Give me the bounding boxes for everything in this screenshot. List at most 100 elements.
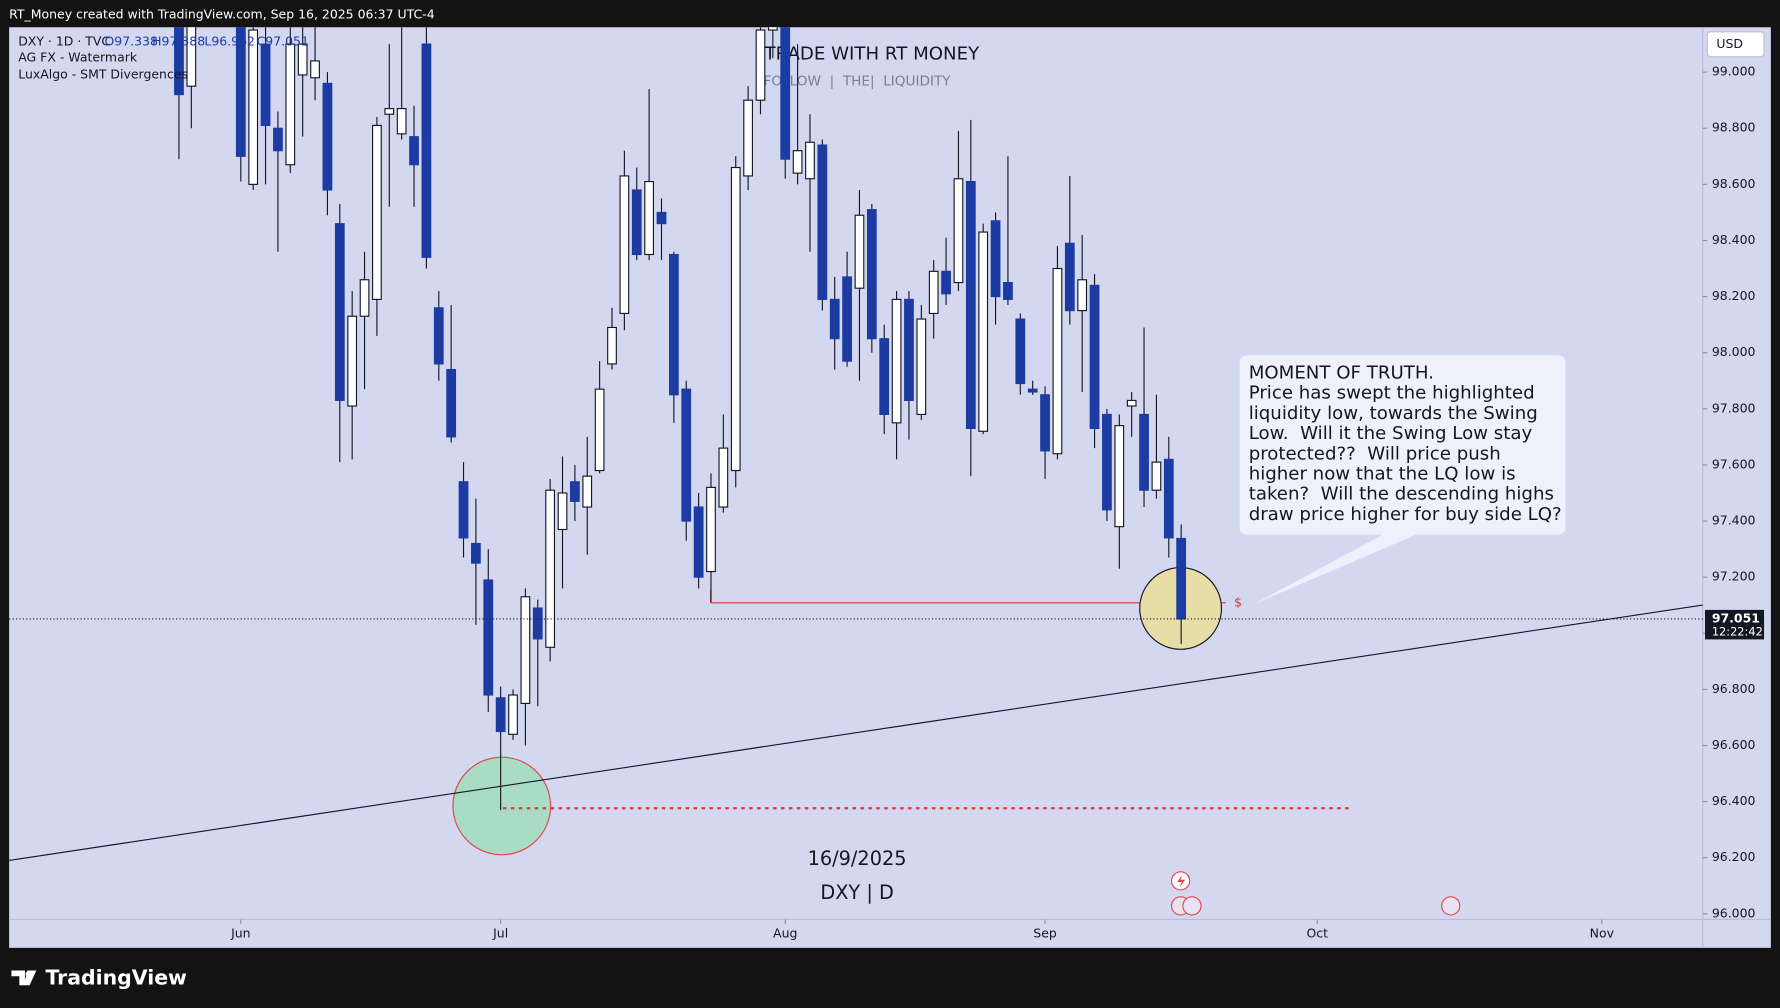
candle-body [1102,413,1112,511]
candle-body [260,43,271,127]
candle-body [297,43,308,76]
candle-body [384,108,395,115]
y-tick-label: 96.200 [1712,849,1756,864]
candle-body [656,211,667,225]
candle-body [767,27,778,31]
candle-body [235,27,246,157]
trend-line [9,604,1703,861]
event-icon-glyph [1177,875,1186,888]
legend-high: H97.388 [152,34,205,49]
watermark-symbol: DXY | D [820,881,893,904]
candle-body [1077,279,1088,312]
callout-box [1239,355,1566,535]
candle-body [866,209,877,340]
candle-body [1003,281,1013,300]
liquidity-marker: $ [1234,594,1242,609]
legend-symbol: DXY · 1D · TVC [18,34,110,49]
candle-body [409,136,419,166]
currency-button[interactable] [1706,31,1765,58]
candle-body [644,180,655,256]
y-tick-label: 98.000 [1712,344,1756,359]
event-icon[interactable] [1182,896,1202,916]
callout-line: MOMENT OF TRUTH. [1249,362,1434,383]
candle-body [743,99,753,177]
candle-body [347,315,358,407]
candle-body [1114,425,1125,528]
candle-body [310,60,320,79]
y-tick-label: 97.800 [1712,400,1756,415]
candle-body [1139,413,1149,491]
callout-line: liquidity low, towards the Swing [1249,403,1538,424]
candle-body [1015,318,1026,385]
candle-body [1064,242,1075,312]
y-tick-label: 96.600 [1712,737,1756,752]
axes: 96.00096.20096.40096.60096.80097.00097.2… [230,64,1765,941]
y-tick-label: 97.600 [1712,456,1756,471]
legend-low: L96.962 [204,34,255,49]
x-tick-label: Nov [1590,926,1614,941]
candle-body [693,506,704,578]
candle-body [965,180,976,430]
y-tick-label: 98.600 [1712,176,1756,191]
y-tick-label: 97.400 [1712,513,1756,528]
candle-body [990,220,1001,298]
candle-body [594,388,605,472]
candle-body [1176,537,1187,620]
candle-body [706,486,716,573]
candle-body [582,475,593,508]
candle-body [780,27,791,160]
candle-body [928,270,939,314]
candle-body [359,279,370,317]
y-tick-label: 98.400 [1712,232,1756,247]
brand-name: TradingView [45,965,187,989]
y-tick-label: 96.000 [1712,905,1756,920]
x-tick-label: Jun [230,926,250,941]
candle-body [520,596,531,704]
candle-body [483,579,494,696]
header: RT_Money created with TradingView.com, S… [9,6,435,21]
watermark-subtitle: FOLLOW | THE| LIQUIDITY [764,74,952,90]
x-tick-label: Jul [492,926,508,941]
last-price-countdown: 12:22:42 [1712,625,1763,639]
candle-body [322,82,333,191]
plot-area: TRADE WITH RT MONEY FOLLOW | THE| LIQUID… [9,27,1703,916]
callout-text: MOMENT OF TRUTH.Price has swept the high… [1249,362,1562,524]
candle-body [421,43,432,258]
candle-body [1089,284,1100,430]
brand-logo: TradingView [11,965,187,989]
candle-body [829,298,840,340]
event-icon[interactable] [1441,896,1461,916]
y-tick-label: 98.200 [1712,288,1756,303]
candle-body [458,481,469,539]
candle-body [755,29,766,101]
candle-body [941,270,951,295]
candle-body [433,307,444,365]
callout-line: Price has swept the highlighted [1249,383,1535,404]
candle-body [631,189,642,256]
callout-line: protected?? Will price push [1249,443,1501,464]
candle-body [273,127,283,152]
candle-body [904,298,914,401]
candle-body [916,318,927,415]
last-price-label: 97.051 [1712,610,1760,625]
candle-body [718,447,729,508]
candle-body [372,124,382,300]
candle-body [730,166,741,472]
logo-dot [25,971,32,977]
candle-body [446,368,457,438]
y-tick-label: 97.200 [1712,569,1756,584]
currency-label: USD [1716,36,1743,51]
candle-body [668,253,679,396]
candle-body [953,178,964,284]
candle-body [285,43,296,166]
candle-body [508,694,518,735]
candle-body [891,298,902,424]
candle-body [817,144,828,300]
candle-body [334,223,345,401]
candle-body [978,231,989,432]
candle-body [495,697,506,733]
x-tick-label: Sep [1033,926,1057,941]
callout-line: higher now that the LQ low is [1249,463,1516,484]
last-price-box [1705,609,1765,640]
